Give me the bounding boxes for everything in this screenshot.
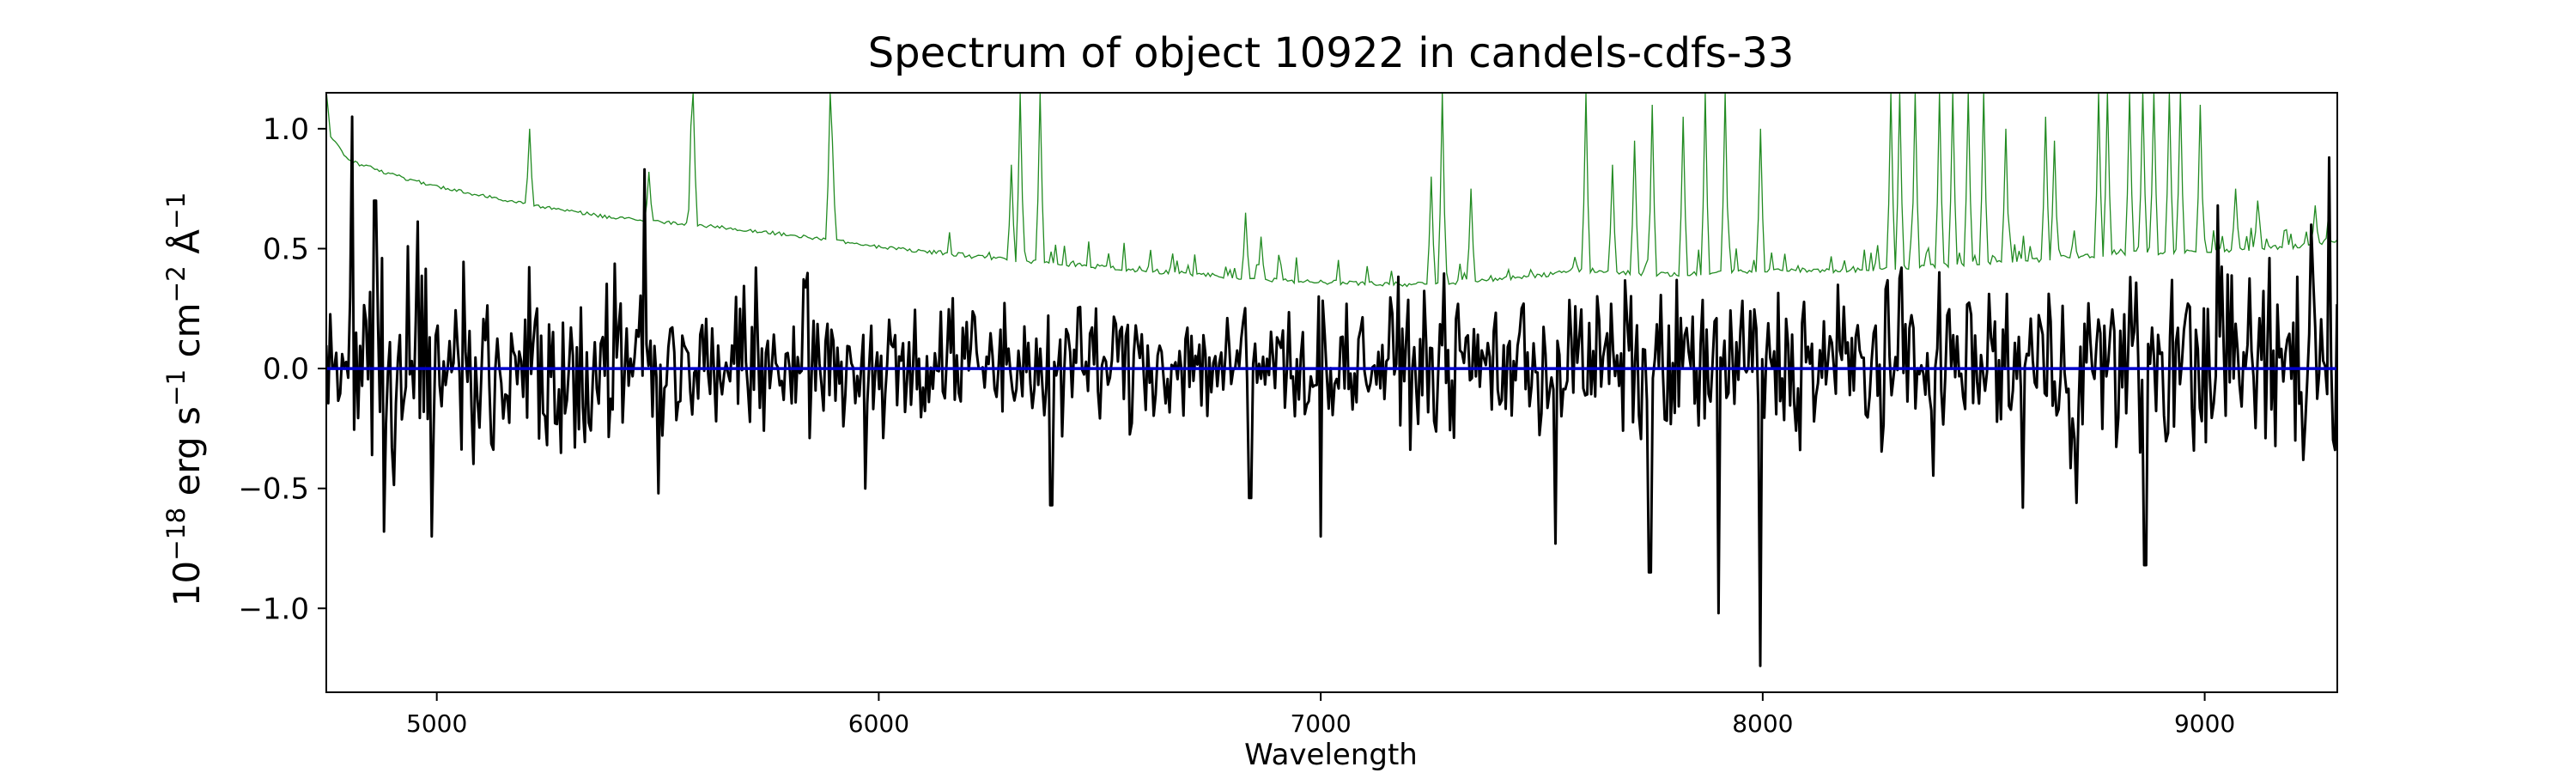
plot-frame bbox=[325, 92, 2338, 693]
y-tick-label: −1.0 bbox=[238, 592, 309, 626]
y-tick-label: 1.0 bbox=[263, 113, 309, 147]
x-axis: 5000 6000 7000 8000 9000 bbox=[406, 692, 2235, 738]
y-tick-label: −0.5 bbox=[238, 472, 309, 507]
y-axis: −1.0 −0.5 0.0 0.5 1.0 bbox=[238, 113, 326, 626]
x-tick-label: 7000 bbox=[1290, 709, 1351, 738]
y-tick-label: 0.5 bbox=[263, 232, 309, 266]
x-tick-label: 6000 bbox=[848, 709, 909, 738]
noise-spectrum-line bbox=[326, 93, 2337, 288]
chart-title: Spectrum of object 10922 in candels-cdfs… bbox=[868, 29, 1795, 77]
x-tick-label: 9000 bbox=[2174, 709, 2235, 738]
plot-area bbox=[326, 93, 2337, 667]
x-tick-label: 8000 bbox=[1732, 709, 1793, 738]
x-axis-label: Wavelength bbox=[1244, 738, 1418, 772]
y-tick-label: 0.0 bbox=[263, 352, 309, 386]
flux-spectrum-line bbox=[326, 115, 2337, 667]
x-tick-label: 5000 bbox=[406, 709, 467, 738]
y-axis-label: 10−18 erg s−1 cm−2 Å−1 bbox=[161, 192, 208, 607]
